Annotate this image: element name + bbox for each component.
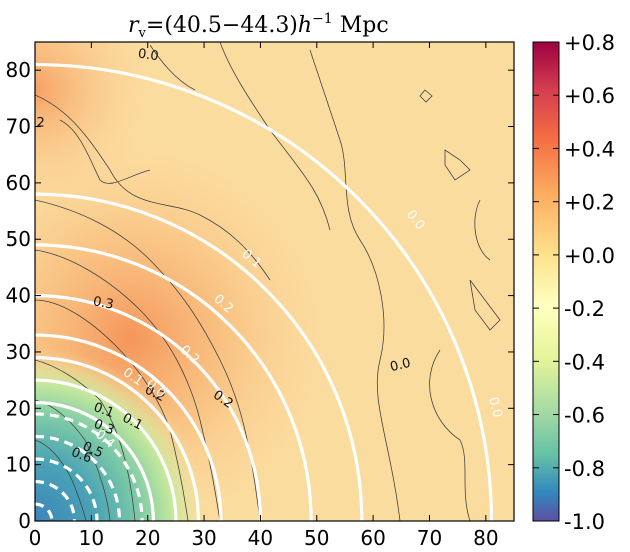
colorbar: +0.8 +0.6 +0.4 +0.2 +0.0 -0.2 -0.4 -0.6 -0.8 -1.0 — [532, 31, 615, 534]
black-contour-line — [444, 149, 471, 181]
colorbar-tick-label: +0.8 — [564, 31, 615, 55]
white-contour-line — [35, 192, 364, 521]
black-contour-line — [35, 199, 261, 521]
heatmap-void-region — [35, 42, 514, 521]
y-tick-label: 30 — [6, 340, 31, 364]
x-tick-label: 60 — [360, 526, 385, 550]
x-tick-label: 70 — [417, 526, 442, 550]
y-tick-label: 80 — [6, 58, 31, 82]
black-contour-label: 0.0 — [137, 47, 160, 65]
black-contour-label: 0.6 — [69, 445, 94, 467]
x-tick-label: 30 — [191, 526, 216, 550]
black-contour-line — [469, 279, 501, 331]
white-contour-line — [35, 293, 263, 521]
black-contour-label: 0.3 — [92, 294, 115, 313]
y-tick-label: 20 — [6, 396, 31, 420]
black-contour-line — [35, 94, 271, 281]
colorbar-tick-label: -1.0 — [564, 510, 605, 534]
white-contour-label: 0.0 — [485, 396, 505, 420]
black-contour-label: 2 — [36, 115, 44, 130]
x-tick-label: 20 — [135, 526, 160, 550]
y-tick-label: 40 — [6, 284, 31, 308]
white-contour-lines — [35, 62, 494, 521]
colorbar-tick-label: +0.4 — [564, 137, 615, 161]
colorbar-tick-label: +0.2 — [564, 191, 615, 215]
y-tick-label: 60 — [6, 171, 31, 195]
black-contour-line — [59, 119, 151, 184]
white-contour-line — [35, 62, 494, 521]
y-tick-label: 10 — [6, 453, 31, 477]
white-contour-line — [35, 243, 313, 521]
y-axis: 0 10 20 30 40 50 60 70 80 — [6, 58, 514, 533]
colorbar-tick-label: +0.0 — [564, 244, 615, 268]
black-contour-line — [429, 349, 471, 521]
colorbar-tick-label: +0.6 — [564, 84, 615, 108]
x-tick-label: 40 — [248, 526, 273, 550]
y-tick-label: 50 — [6, 227, 31, 251]
black-contour-line — [149, 44, 196, 91]
white-dashed-contour-line — [35, 479, 77, 521]
white-dashed-contour-line — [35, 412, 144, 521]
x-tick-label: 50 — [304, 526, 329, 550]
white-dashed-contour-line — [35, 434, 122, 521]
plot-frame — [34, 41, 515, 522]
white-contour-line — [35, 355, 201, 521]
colorbar-tick-label: -0.2 — [564, 297, 605, 321]
colorbar-tick-label: -0.8 — [564, 457, 605, 481]
white-contour-line — [35, 378, 178, 521]
chart-title: rv=(40.5−44.3)h−1 Mpc — [128, 11, 389, 41]
white-dashed-contour-line — [35, 502, 54, 521]
colorbar-gradient — [532, 41, 560, 522]
black-contour-line — [309, 49, 401, 521]
black-contour-label: 0.0 — [389, 356, 413, 375]
white-contour-line — [35, 333, 223, 521]
black-contour-label: 0.3 — [92, 417, 117, 439]
black-contour-line — [35, 359, 136, 521]
black-contour-line — [35, 439, 87, 521]
white-contour-line — [35, 401, 155, 521]
black-contour-line — [419, 89, 433, 103]
x-tick-label: 10 — [79, 526, 104, 550]
black-contour-line — [35, 399, 111, 521]
white-dashed-contour-line — [35, 457, 99, 521]
x-tick-label: 80 — [473, 526, 498, 550]
black-contour-line — [35, 299, 189, 521]
black-contour-line — [35, 249, 221, 521]
y-tick-label: 70 — [6, 115, 31, 139]
colorbar-tick-label: -0.6 — [564, 404, 605, 428]
x-axis: 0 10 20 30 40 50 60 70 80 — [29, 42, 499, 550]
black-contour-line — [474, 199, 491, 261]
heatmap-plot: 0.00.30.2 0.20.00.10.10.30.50.620.10.20.2… — [35, 42, 514, 521]
black-contour-label: 0.1 — [92, 400, 116, 421]
colorbar-tick-label: -0.4 — [564, 350, 605, 374]
colorbar-ticks: +0.8 +0.6 +0.4 +0.2 +0.0 -0.2 -0.4 -0.6 -0.8 -1.0 — [533, 31, 615, 534]
x-tick-label: 0 — [29, 526, 42, 550]
y-tick-label: 0 — [18, 509, 31, 533]
